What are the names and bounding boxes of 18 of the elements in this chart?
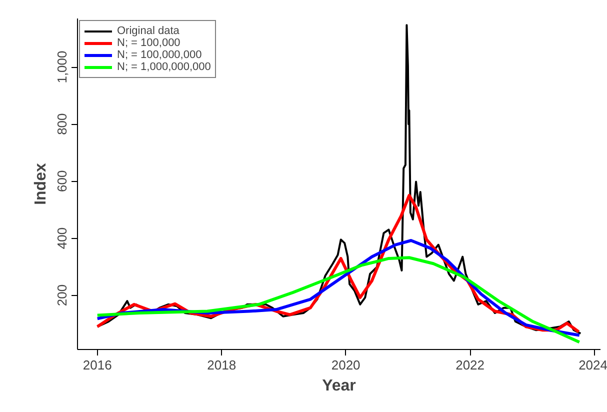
y-tick-label: 600 bbox=[54, 170, 70, 192]
x-axis-title: Year bbox=[322, 378, 356, 394]
y-axis-title: Index bbox=[32, 163, 50, 205]
line-series bbox=[96, 256, 581, 344]
x-tick-label: 2018 bbox=[207, 358, 236, 372]
x-tick-label: 2020 bbox=[331, 358, 360, 372]
y-tick-label: 1,000 bbox=[54, 50, 70, 84]
legend-label: N; = 100,000,000 bbox=[117, 49, 202, 61]
y-tick-label: 800 bbox=[54, 113, 70, 135]
y-tick-label: 400 bbox=[54, 227, 70, 250]
x-tick-label: 2022 bbox=[456, 358, 485, 372]
y-tick-label: 200 bbox=[54, 284, 70, 306]
x-tick-label: 2024 bbox=[578, 358, 607, 372]
legend-label: N; = 1,000,000,000 bbox=[117, 61, 211, 73]
line-series bbox=[96, 24, 582, 335]
legend-label: N; = 100,000 bbox=[117, 37, 180, 49]
x-tick-label: 2016 bbox=[82, 358, 112, 372]
legend-label: Original data bbox=[117, 25, 180, 37]
